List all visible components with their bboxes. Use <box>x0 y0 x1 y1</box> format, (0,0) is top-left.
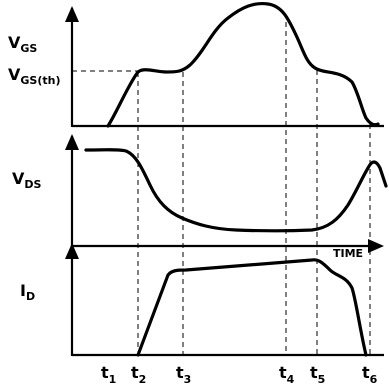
time-label-t3: t3 <box>176 363 191 386</box>
time-axis-label: TIME <box>333 247 363 260</box>
time-label-t2: t2 <box>131 363 146 386</box>
id-axis-label: ID <box>20 281 35 303</box>
id-curve <box>136 258 368 357</box>
id-y-arrow <box>65 243 79 259</box>
time-label-t1: t1 <box>101 363 116 386</box>
vds-axis-label: VDS <box>12 169 42 191</box>
vds-panel: VDS <box>12 134 388 253</box>
vgs-threshold-label: VGS(th) <box>8 65 61 87</box>
time-label-t4: t4 <box>279 363 295 386</box>
time-label-t5: t5 <box>310 363 325 386</box>
id-panel: ID TIME <box>20 243 384 357</box>
vds-curve <box>84 148 388 233</box>
time-labels: t1 t2 t3 t4 t5 t6 <box>101 363 378 386</box>
vgs-curve <box>106 1 380 128</box>
vgs-y-arrow <box>65 6 79 22</box>
time-marker-lines <box>137 22 371 355</box>
vds-x-arrow <box>368 239 384 253</box>
vgs-axis-label: VGS <box>8 33 37 55</box>
time-label-t6: t6 <box>362 363 378 386</box>
vds-y-arrow <box>65 134 79 150</box>
vgs-panel: VGS VGS(th) <box>8 1 384 128</box>
